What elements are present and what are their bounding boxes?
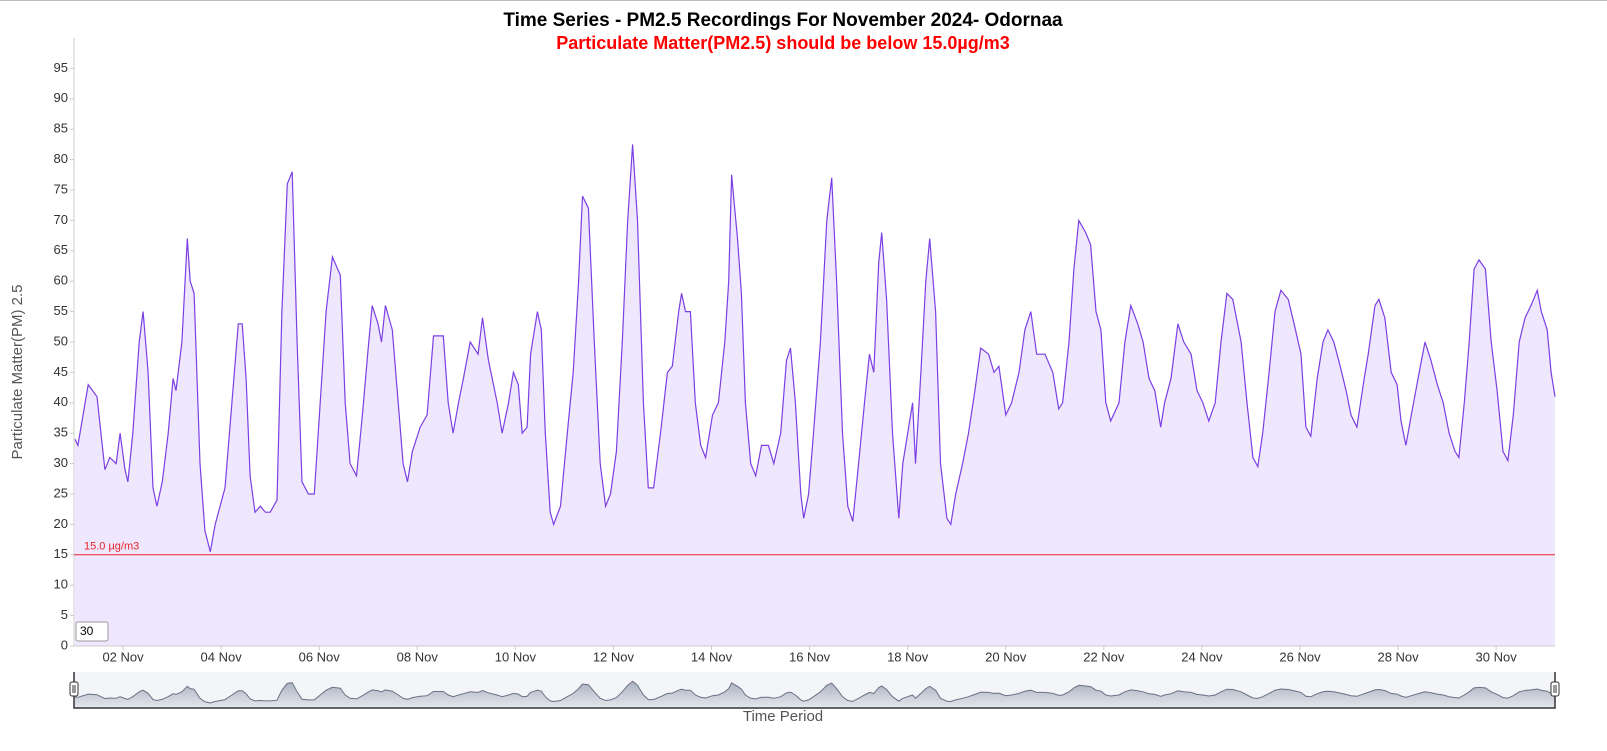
x-tick-label: 30 Nov	[1476, 649, 1518, 664]
y-tick-label: 35	[54, 425, 68, 440]
x-tick-label: 02 Nov	[102, 649, 144, 664]
chart-subtitle: Particulate Matter(PM2.5) should be belo…	[556, 33, 1009, 53]
y-tick-label: 30	[54, 455, 68, 470]
y-tick-label: 85	[54, 121, 68, 136]
x-tick-label: 12 Nov	[593, 649, 635, 664]
navigator-area	[74, 681, 1555, 708]
data-line	[74, 144, 1556, 552]
x-tick-label: 06 Nov	[299, 649, 341, 664]
chart-title: Time Series - PM2.5 Recordings For Novem…	[503, 10, 1063, 31]
y-tick-label: 25	[54, 485, 68, 500]
x-tick-label: 18 Nov	[887, 649, 929, 664]
y-tick-label: 75	[54, 181, 68, 196]
y-tick-label: 55	[54, 303, 68, 318]
y-tick-label: 40	[54, 394, 68, 409]
range-input	[75, 621, 109, 642]
area-fill	[75, 144, 1555, 646]
x-tick-label: 22 Nov	[1083, 649, 1125, 664]
y-tick-label: 70	[54, 212, 68, 227]
threshold-label: 15.0 µg/m3	[84, 541, 139, 553]
y-axis-label: Particulate Matter(PM) 2.5	[9, 284, 26, 459]
x-tick-label: 28 Nov	[1377, 649, 1419, 664]
x-tick-label: 10 Nov	[495, 649, 537, 664]
range-input-value: 30	[80, 624, 94, 638]
x-tick-label: 20 Nov	[985, 649, 1027, 664]
y-tick-label: 90	[54, 90, 68, 105]
y-tick-label: 5	[61, 607, 68, 622]
navigator-line	[74, 680, 1556, 704]
y-tick-label: 95	[54, 60, 68, 75]
x-tick-label: 16 Nov	[789, 649, 831, 664]
x-tick-label: 08 Nov	[397, 649, 439, 664]
y-tick-label: 10	[54, 577, 68, 592]
y-tick-label: 45	[54, 364, 68, 379]
y-tick-label: 60	[54, 273, 68, 288]
y-tick-label: 50	[54, 333, 68, 348]
x-tick-label: 24 Nov	[1181, 649, 1223, 664]
y-tick-label: 0	[61, 637, 68, 652]
y-tick-label: 20	[54, 516, 68, 531]
navigator-handle[interactable]	[1550, 681, 1560, 697]
y-tick-label: 80	[54, 151, 68, 166]
x-tick-label: 14 Nov	[691, 649, 733, 664]
y-tick-label: 15	[54, 546, 68, 561]
x-tick-label: 26 Nov	[1279, 649, 1321, 664]
x-tick-label: 04 Nov	[201, 649, 243, 664]
y-tick-label: 65	[54, 242, 68, 257]
navigator-handle[interactable]	[69, 681, 79, 697]
x-axis-label: Time Period	[743, 708, 823, 725]
